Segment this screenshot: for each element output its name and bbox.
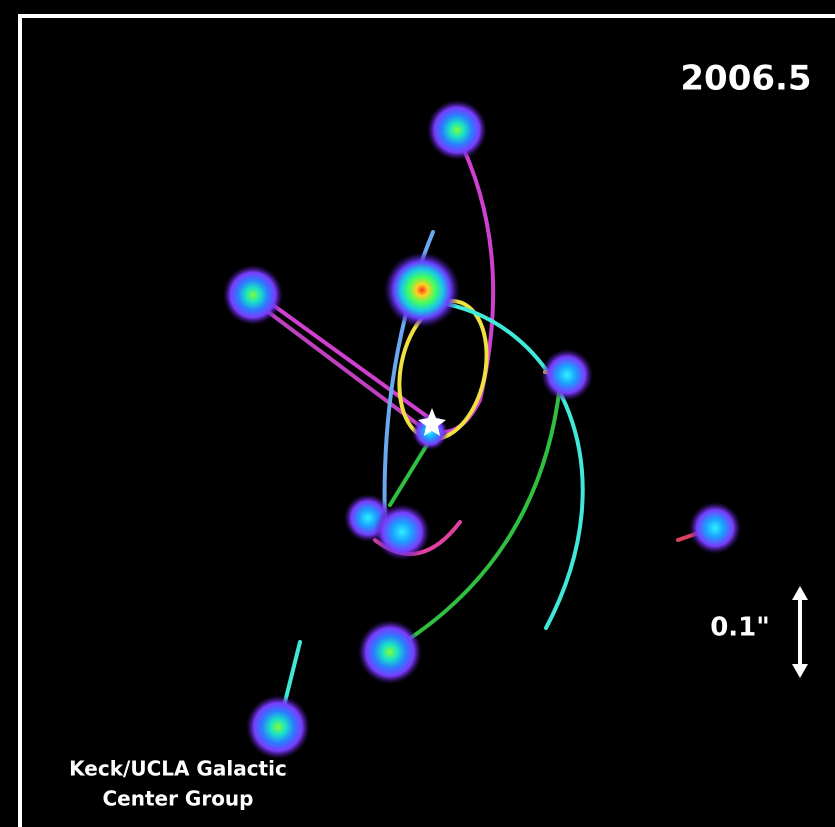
star [374, 504, 430, 560]
credit-line: Keck/UCLA Galactic [69, 757, 287, 781]
scale-label: 0.1" [710, 613, 770, 643]
star [358, 620, 422, 684]
background [0, 0, 835, 827]
galactic-center-image: 2006.5 0.1" Keck/UCLA Galactic Center Gr… [0, 0, 835, 827]
star [541, 349, 593, 401]
page: {"timestamp": "2006.5", "scale_label": "… [0, 0, 835, 827]
credit-line: Center Group [102, 787, 253, 811]
timestamp: 2006.5 [680, 59, 811, 99]
star [427, 100, 487, 160]
star [689, 502, 741, 554]
star [223, 265, 283, 325]
star [384, 252, 460, 328]
star [246, 695, 310, 759]
